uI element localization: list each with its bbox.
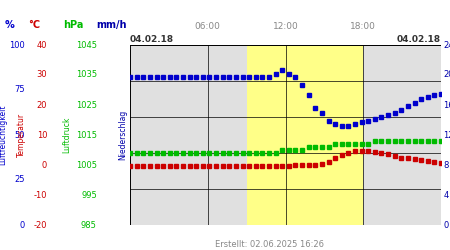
Text: 04.02.18: 04.02.18	[397, 35, 441, 44]
Text: 4: 4	[443, 190, 449, 200]
Text: 12: 12	[443, 130, 450, 140]
Text: 1045: 1045	[76, 40, 97, 50]
Text: -10: -10	[34, 190, 47, 200]
Text: Luftdruck: Luftdruck	[62, 117, 71, 153]
Bar	[363, 45, 441, 225]
Text: 995: 995	[81, 190, 97, 200]
Text: 1035: 1035	[76, 70, 97, 80]
Bar	[130, 45, 247, 225]
Text: 04.02.18: 04.02.18	[130, 35, 174, 44]
Text: °C: °C	[28, 20, 40, 30]
Text: 06:00: 06:00	[195, 22, 220, 31]
Text: 16: 16	[443, 100, 450, 110]
Text: 75: 75	[14, 86, 25, 94]
Text: Niederschlag: Niederschlag	[118, 110, 127, 160]
Text: hPa: hPa	[63, 20, 83, 30]
Text: 25: 25	[14, 176, 25, 184]
Text: mm/h: mm/h	[96, 20, 127, 30]
Text: %: %	[5, 20, 15, 30]
Text: Temperatur: Temperatur	[17, 113, 26, 157]
Bar	[247, 45, 363, 225]
Text: 40: 40	[37, 40, 47, 50]
Text: 1015: 1015	[76, 130, 97, 140]
Text: 18:00: 18:00	[350, 22, 376, 31]
Text: 12:00: 12:00	[273, 22, 298, 31]
Text: 1005: 1005	[76, 160, 97, 170]
Text: -20: -20	[34, 220, 47, 230]
Text: 24: 24	[443, 40, 450, 50]
Text: 985: 985	[81, 220, 97, 230]
Text: 100: 100	[9, 40, 25, 50]
Text: 20: 20	[37, 100, 47, 110]
Text: 30: 30	[36, 70, 47, 80]
Text: Luftfeuchtigkeit: Luftfeuchtigkeit	[0, 105, 8, 165]
Text: 0: 0	[19, 220, 25, 230]
Text: 10: 10	[37, 130, 47, 140]
Text: Erstellt: 02.06.2025 16:26: Erstellt: 02.06.2025 16:26	[216, 240, 324, 249]
Text: 50: 50	[14, 130, 25, 140]
Text: 0: 0	[443, 220, 449, 230]
Text: 0: 0	[42, 160, 47, 170]
Text: 1025: 1025	[76, 100, 97, 110]
Text: 20: 20	[443, 70, 450, 80]
Text: 8: 8	[443, 160, 449, 170]
